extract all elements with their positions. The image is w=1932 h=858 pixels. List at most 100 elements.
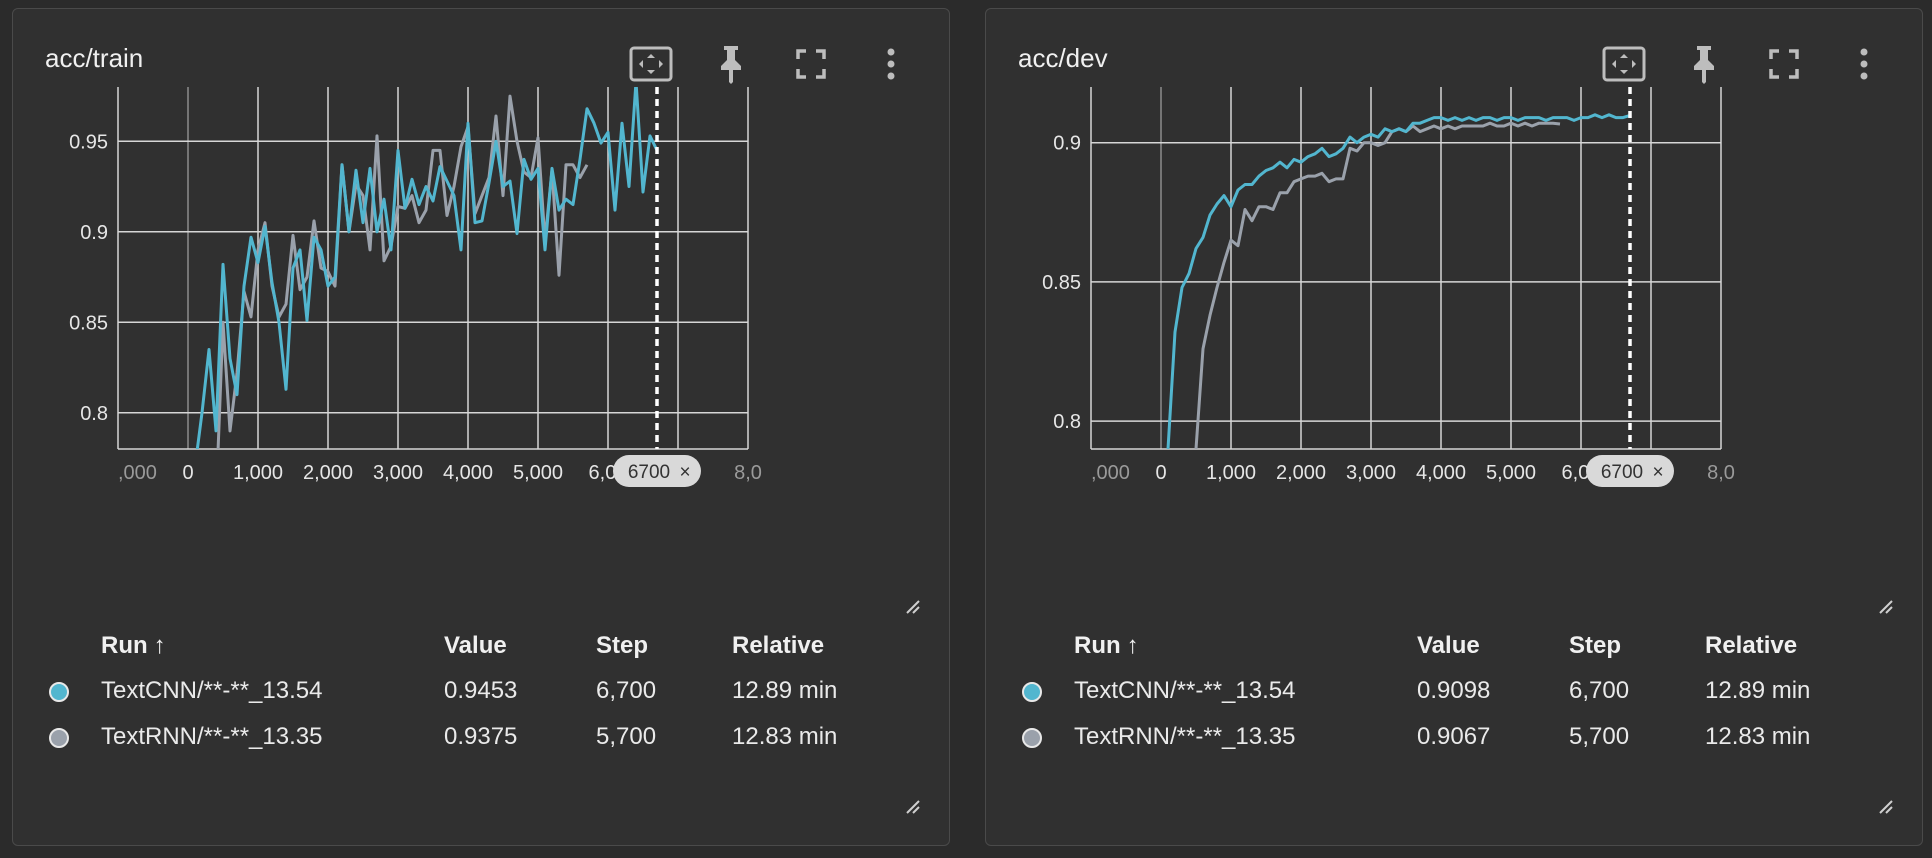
run-relative: 12.89 min bbox=[1705, 677, 1811, 704]
x-tick-label: ,000 bbox=[1091, 462, 1130, 484]
step-badge-background bbox=[613, 455, 701, 487]
resize-icon bbox=[1879, 800, 1893, 814]
x-tick-label: 2,000 bbox=[303, 462, 353, 484]
x-tick-label: 5,000 bbox=[513, 462, 563, 484]
table-header-row: Run ↑ Value Step Relative bbox=[49, 624, 912, 668]
x-tick-label: 0 bbox=[182, 462, 193, 484]
card-toolbar bbox=[1584, 39, 1904, 89]
run-header-label: Run bbox=[101, 632, 148, 659]
grid bbox=[1090, 87, 1722, 450]
chart-resize-handle[interactable] bbox=[1878, 599, 1894, 615]
sort-arrow-icon: ↑ bbox=[153, 632, 166, 659]
column-header-relative[interactable]: Relative bbox=[1705, 632, 1798, 659]
runs-table: Run ↑ Value Step Relative TextCNN/**-**_1… bbox=[1022, 624, 1885, 760]
run-color-cell bbox=[49, 714, 101, 760]
table-row: TextRNN/**-**_13.35 0.9067 5,700 12.83 m… bbox=[1022, 714, 1885, 760]
x-tick-label: 4,000 bbox=[443, 462, 493, 484]
step-badge-label: 6700 bbox=[1601, 462, 1643, 483]
card-toolbar bbox=[611, 39, 931, 89]
run-header-label: Run bbox=[1074, 632, 1121, 659]
pin-icon bbox=[1694, 46, 1714, 84]
y-tick-label: 0.85 bbox=[69, 312, 108, 334]
card-resize-handle[interactable] bbox=[905, 799, 921, 815]
run-name: TextCNN/**-**_13.54 bbox=[101, 677, 323, 704]
y-tick-label: 0.9 bbox=[80, 222, 108, 244]
column-header-run[interactable]: Run ↑ bbox=[1074, 624, 1417, 668]
line-chart[interactable]: 0.8 0.85 0.9 ,000 0 1,000 2,000 3,000 4,000 5,000… bbox=[986, 9, 1924, 609]
header-spacer bbox=[1022, 624, 1074, 668]
line-chart[interactable]: 0.8 0.85 0.9 0.95 ,000 0 1,000 2,000 3,000 4,000 5… bbox=[13, 9, 951, 609]
y-tick-label: 0.85 bbox=[1042, 272, 1081, 294]
table-header-row: Run ↑ Value Step Relative bbox=[1022, 624, 1885, 668]
run-color-cell bbox=[1022, 714, 1074, 760]
series-line-textcnn[interactable] bbox=[1166, 113, 1631, 449]
run-relative: 12.83 min bbox=[732, 723, 838, 750]
fit-domain-button[interactable] bbox=[1584, 39, 1664, 89]
chart-card-acc-dev: acc/dev 0.8 0.85 0.9 ,000 0 1,000 2,000 3,000 4,… bbox=[985, 8, 1923, 846]
run-step: 6,700 bbox=[1569, 677, 1630, 704]
fullscreen-button[interactable] bbox=[1744, 39, 1824, 89]
run-name: TextRNN/**-**_13.35 bbox=[1074, 723, 1296, 750]
run-color-dot bbox=[49, 681, 69, 702]
x-tick-label: 1,000 bbox=[1206, 462, 1256, 484]
step-badge-close-icon[interactable]: × bbox=[679, 462, 690, 483]
run-step: 6,700 bbox=[596, 677, 657, 704]
x-tick-label: 3,000 bbox=[373, 462, 423, 484]
chart-resize-handle[interactable] bbox=[905, 599, 921, 615]
run-color-dot bbox=[1022, 727, 1042, 748]
series-line-textrnn[interactable] bbox=[1194, 121, 1561, 449]
step-marker-badge[interactable]: 6700 × bbox=[1586, 455, 1674, 487]
more-vert-icon bbox=[887, 48, 895, 80]
step-badge-background bbox=[1586, 455, 1674, 487]
pin-icon bbox=[721, 46, 741, 84]
fit-domain-button[interactable] bbox=[611, 39, 691, 89]
run-relative: 12.89 min bbox=[732, 677, 838, 704]
run-relative: 12.83 min bbox=[1705, 723, 1811, 750]
card-title: acc/dev bbox=[1018, 43, 1108, 73]
step-badge-label: 6700 bbox=[628, 462, 670, 483]
fullscreen-button[interactable] bbox=[771, 39, 851, 89]
column-header-value[interactable]: Value bbox=[1417, 632, 1480, 659]
x-tick-label: 3,000 bbox=[1346, 462, 1396, 484]
run-color-dot bbox=[49, 727, 69, 748]
series-line-textcnn[interactable] bbox=[195, 82, 659, 468]
series-group bbox=[1166, 113, 1631, 449]
pin-button[interactable] bbox=[1664, 39, 1744, 89]
series-group bbox=[195, 82, 659, 503]
card-title: acc/train bbox=[45, 43, 144, 73]
column-header-value[interactable]: Value bbox=[444, 632, 507, 659]
runs-table: Run ↑ Value Step Relative TextCNN/**-**_1… bbox=[49, 624, 912, 760]
more-options-button[interactable] bbox=[1824, 39, 1904, 89]
x-tick-label: 8,0 bbox=[1707, 462, 1735, 484]
resize-icon bbox=[1879, 600, 1893, 614]
run-step: 5,700 bbox=[596, 723, 657, 750]
pin-button[interactable] bbox=[691, 39, 771, 89]
sort-arrow-icon: ↑ bbox=[1126, 632, 1139, 659]
run-color-dot bbox=[1022, 681, 1042, 702]
run-value: 0.9375 bbox=[444, 723, 518, 750]
step-badge-close-icon[interactable]: × bbox=[1652, 462, 1663, 483]
step-marker-badge[interactable]: 6700 × bbox=[613, 455, 701, 487]
column-header-step[interactable]: Step bbox=[596, 632, 649, 659]
run-name: TextRNN/**-**_13.35 bbox=[101, 723, 323, 750]
column-header-relative[interactable]: Relative bbox=[732, 632, 825, 659]
fullscreen-icon bbox=[1769, 49, 1799, 79]
y-tick-label: 0.8 bbox=[80, 403, 108, 425]
x-tick-label: 5,000 bbox=[1486, 462, 1536, 484]
fullscreen-icon bbox=[796, 49, 826, 79]
x-tick-label: 0 bbox=[1155, 462, 1166, 484]
run-step: 5,700 bbox=[1569, 723, 1630, 750]
more-options-button[interactable] bbox=[851, 39, 931, 89]
column-header-step[interactable]: Step bbox=[1569, 632, 1622, 659]
series-line-textrnn[interactable] bbox=[216, 94, 589, 503]
run-value: 0.9098 bbox=[1417, 677, 1491, 704]
resize-icon bbox=[906, 600, 920, 614]
table-row: TextCNN/**-**_13.54 0.9453 6,700 12.89 m… bbox=[49, 668, 912, 714]
x-tick-label: 2,000 bbox=[1276, 462, 1326, 484]
table-row: TextRNN/**-**_13.35 0.9375 5,700 12.83 m… bbox=[49, 714, 912, 760]
x-tick-label: 4,000 bbox=[1416, 462, 1466, 484]
run-color-cell bbox=[49, 668, 101, 714]
x-tick-label: ,000 bbox=[118, 462, 157, 484]
column-header-run[interactable]: Run ↑ bbox=[101, 624, 444, 668]
card-resize-handle[interactable] bbox=[1878, 799, 1894, 815]
